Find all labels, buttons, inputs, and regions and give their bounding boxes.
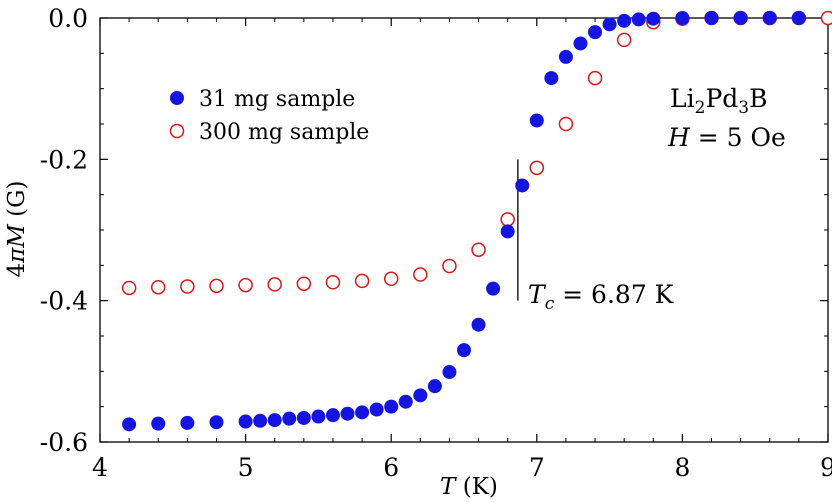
point-31mg-7p5	[602, 17, 617, 32]
point-300mg-7p4	[587, 70, 603, 86]
point-31mg-6p8	[500, 224, 515, 239]
point-31mg-6p3	[427, 379, 442, 394]
tc-value: = 6.87 K	[554, 280, 674, 309]
x-tick-label-8: 8	[674, 453, 690, 482]
point-300mg-4p6	[180, 279, 195, 294]
point-31mg-4p6	[180, 415, 195, 430]
point-31mg-5p7	[340, 406, 355, 421]
compound-li-subscript: 2	[695, 98, 706, 118]
field-label: H = 5 Oe	[667, 123, 786, 152]
tc-symbol: T	[528, 280, 547, 309]
point-31mg-6p4	[442, 365, 457, 380]
point-300mg-5p2	[267, 277, 282, 292]
point-31mg-5p8	[355, 405, 370, 420]
point-31mg-7p2	[558, 49, 573, 64]
point-300mg-4p4	[150, 279, 166, 295]
point-31mg-6p9	[515, 178, 530, 193]
compound-pd-subscript: 3	[738, 98, 749, 118]
point-300mg-4p2	[121, 280, 137, 296]
point-31mg-7	[529, 113, 544, 128]
legend-marker-31mg	[170, 91, 184, 105]
point-300mg-6p2	[413, 267, 428, 282]
point-31mg-8p6	[762, 11, 777, 25]
point-31mg-4p2	[122, 417, 137, 432]
point-31mg-6p6	[471, 317, 486, 332]
data-series-group	[121, 10, 832, 432]
point-31mg-8p4	[733, 11, 748, 25]
point-31mg-5p9	[369, 402, 384, 417]
field-value: = 5 Oe	[690, 123, 786, 152]
point-31mg-6p7	[486, 281, 501, 296]
point-300mg-7p6	[616, 32, 632, 48]
x-tick-label-5: 5	[238, 453, 254, 482]
point-300mg-7p2	[558, 116, 574, 132]
point-31mg-5p1	[253, 413, 268, 428]
point-300mg-6	[383, 271, 399, 287]
point-31mg-6p5	[457, 343, 471, 358]
y-tick-label-m0p4: -0.4	[40, 287, 88, 316]
point-31mg-8	[675, 11, 690, 25]
y-axis-prefix: 4	[4, 263, 30, 278]
point-31mg-6p1	[398, 394, 413, 409]
point-31mg-5p6	[325, 408, 340, 423]
point-300mg-9	[820, 10, 832, 26]
y-axis-pi: π	[4, 247, 30, 264]
point-31mg-5p3	[282, 411, 297, 426]
legend-label-300mg: 300 mg sample	[199, 120, 369, 145]
point-31mg-6	[384, 399, 399, 414]
x-axis-title: T (K)	[440, 474, 498, 500]
point-31mg-5p2	[267, 413, 282, 428]
y-tick-label-m0p6: -0.6	[40, 428, 88, 457]
point-300mg-5p6	[325, 275, 341, 290]
point-31mg-5p4	[296, 410, 311, 425]
point-300mg-5p4	[296, 276, 312, 291]
point-31mg-7p4	[588, 25, 603, 40]
y-tick-label-0: 0.0	[48, 4, 88, 33]
compound-li: Li	[670, 84, 695, 113]
legend-marker-300mg	[169, 123, 185, 139]
y-axis-title: 4πM (G)	[4, 181, 30, 278]
y-tick-label-m0p2: -0.2	[40, 145, 88, 174]
tc-label: Tc = 6.87 K	[528, 280, 675, 314]
y-axis-unit: (G)	[4, 181, 30, 225]
x-tick-label-9: 9	[820, 453, 832, 482]
y-axis-symbol: M	[4, 223, 30, 249]
axis-ticks-group	[99, 17, 829, 443]
point-31mg-5p5	[311, 409, 326, 424]
legend: 31 mg sample 300 mg sample	[169, 87, 369, 145]
point-31mg-8p2	[704, 11, 719, 25]
field-symbol: H	[667, 123, 691, 152]
plot-frame-group	[99, 17, 829, 443]
tc-subscript: c	[545, 294, 555, 314]
x-tick-label-6: 6	[383, 453, 399, 482]
x-axis-unit: (K)	[455, 474, 497, 500]
point-300mg-5	[238, 277, 253, 293]
point-31mg-8p8	[791, 11, 806, 25]
point-31mg-7p7	[631, 12, 646, 27]
plot-frame	[99, 17, 829, 443]
x-tick-label-4: 4	[92, 453, 108, 482]
point-300mg-6p8	[500, 212, 515, 227]
point-31mg-7p6	[617, 13, 632, 28]
point-31mg-7p3	[573, 36, 588, 51]
point-300mg-5p8	[354, 273, 370, 289]
legend-label-31mg: 31 mg sample	[199, 87, 355, 112]
point-31mg-4p8	[209, 415, 224, 430]
compound-pd: Pd	[705, 84, 738, 113]
compound-label: Li2Pd3B	[670, 84, 767, 118]
point-300mg-4p8	[209, 278, 224, 294]
point-300mg-7	[529, 160, 545, 176]
point-31mg-6p2	[413, 388, 428, 403]
x-tick-label-7: 7	[529, 453, 545, 482]
x-axis-symbol: T	[440, 474, 457, 500]
point-31mg-7p1	[544, 71, 559, 86]
point-31mg-7p8	[646, 11, 661, 26]
compound-b: B	[749, 84, 767, 113]
tick-labels-group: 4 5 6 7 8 9 0.0 -0.2 -0.4 -0.6	[40, 4, 832, 482]
point-31mg-5	[238, 414, 253, 429]
point-300mg-6p4	[442, 258, 457, 274]
point-31mg-4p4	[151, 416, 166, 431]
point-300mg-6p6	[471, 242, 486, 258]
